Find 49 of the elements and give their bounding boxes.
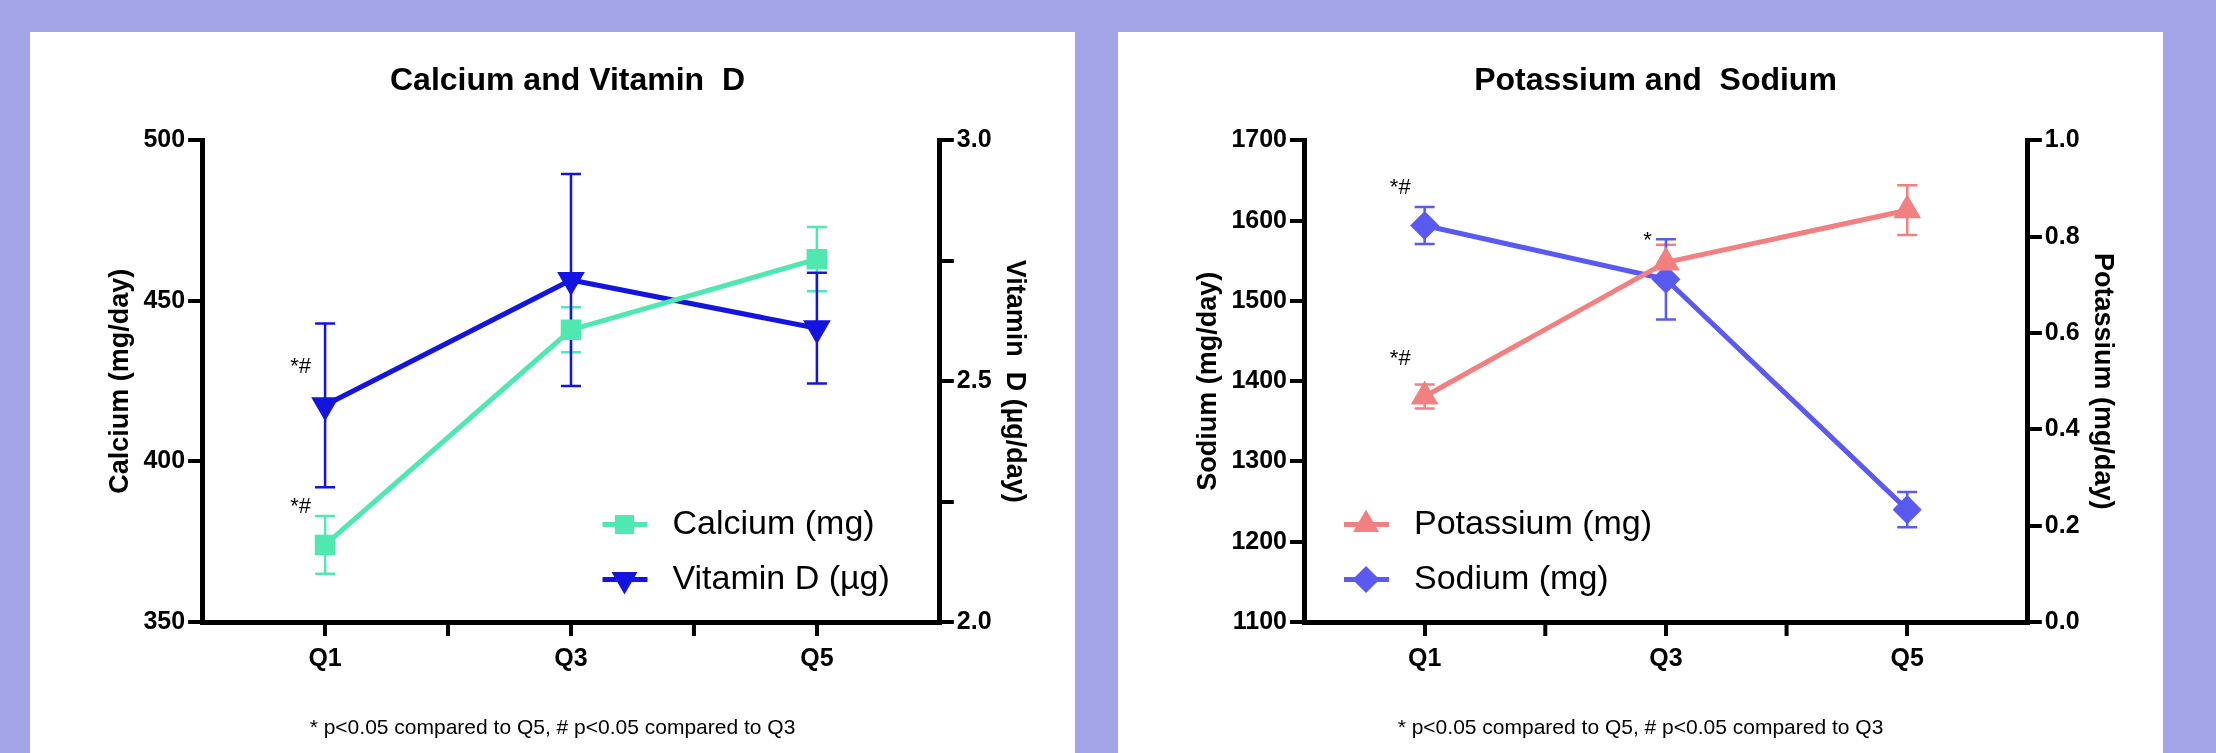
legend-label: Calcium (mg) xyxy=(672,502,875,541)
y2-tick-label: 0.0 xyxy=(2044,605,2080,634)
legend-label: Vitamin D (µg) xyxy=(672,557,890,596)
legend-label: Potassium (mg) xyxy=(1414,502,1653,541)
y2-axis-title: Vitamin D (µg/day) xyxy=(1001,259,1032,503)
text: * p<0.05 compared to Q5, # p<0.05 compared to Q3 xyxy=(1396,715,1885,739)
x-tick-label: Q1 xyxy=(308,642,342,671)
x-tick-label: Q5 xyxy=(1890,642,1924,671)
x-tick-label: Q1 xyxy=(1407,642,1442,671)
point xyxy=(1893,496,1921,524)
x-tick-label: Q3 xyxy=(1649,642,1683,671)
legend-label: Sodium (mg) xyxy=(1414,557,1609,596)
annotation: *# xyxy=(1389,344,1412,370)
y-tick-label: 350 xyxy=(143,605,186,634)
y-tick-label: 1200 xyxy=(1231,525,1288,554)
text: * p<0.05 compared to Q5, # p<0.05 compared to Q3 xyxy=(308,715,797,739)
y-tick-label: 1400 xyxy=(1231,365,1288,394)
y-tick-label: 450 xyxy=(143,284,186,313)
y-tick-label: 1300 xyxy=(1231,445,1288,474)
y-axis-title: Sodium (mg/day) xyxy=(1191,271,1222,491)
y2-tick-label: 3.0 xyxy=(956,124,992,153)
y2-tick-label: 1.0 xyxy=(2044,124,2080,153)
y-tick-label: 400 xyxy=(143,445,186,474)
y2-tick-label: 0.8 xyxy=(2044,220,2080,249)
y2-tick-label: 0.4 xyxy=(2044,413,2080,442)
x-tick-label: Q3 xyxy=(554,642,588,671)
y2-tick-label: 2.5 xyxy=(956,365,992,394)
point xyxy=(1411,211,1439,239)
y2-tick-label: 0.6 xyxy=(2044,316,2080,345)
annotation: *# xyxy=(290,493,312,519)
y-tick-label: 1600 xyxy=(1231,204,1288,233)
y2-axis-title: Potassium (mg/day) xyxy=(2089,252,2120,510)
point xyxy=(560,319,582,341)
x-tick-label: Q5 xyxy=(800,642,834,671)
y2-tick-label: 0.2 xyxy=(2044,509,2080,538)
chart-title: Calcium and Vitamin D xyxy=(389,61,746,98)
y-tick-label: 1100 xyxy=(1232,605,1288,634)
y-axis-title: Calcium (mg/day) xyxy=(103,268,134,494)
annotation: *# xyxy=(290,353,312,379)
annotation: *# xyxy=(1389,173,1412,199)
point xyxy=(314,534,336,556)
y2-tick-label: 2.0 xyxy=(956,605,992,634)
chart-title: Potassium and Sodium xyxy=(1474,61,1837,98)
annotation: * xyxy=(1643,227,1653,253)
point xyxy=(1895,196,1920,219)
point xyxy=(806,248,828,270)
y-tick-label: 1700 xyxy=(1231,124,1288,153)
y-tick-label: 500 xyxy=(143,124,186,153)
y-tick-label: 1500 xyxy=(1231,284,1288,313)
